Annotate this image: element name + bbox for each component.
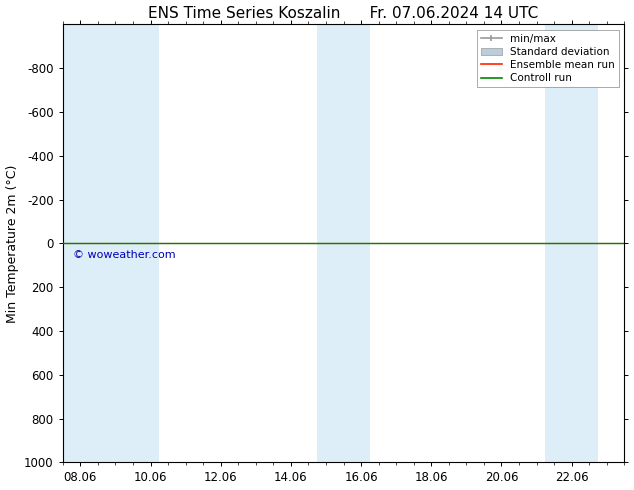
Y-axis label: Min Temperature 2m (°C): Min Temperature 2m (°C) <box>6 164 18 322</box>
Bar <box>54 24 107 463</box>
Legend: min/max, Standard deviation, Ensemble mean run, Controll run: min/max, Standard deviation, Ensemble me… <box>477 30 619 87</box>
Bar <box>107 24 159 463</box>
Bar <box>545 24 598 463</box>
Text: © woweather.com: © woweather.com <box>74 250 176 260</box>
Bar <box>317 24 370 463</box>
Title: ENS Time Series Koszalin      Fr. 07.06.2024 14 UTC: ENS Time Series Koszalin Fr. 07.06.2024 … <box>148 5 539 21</box>
